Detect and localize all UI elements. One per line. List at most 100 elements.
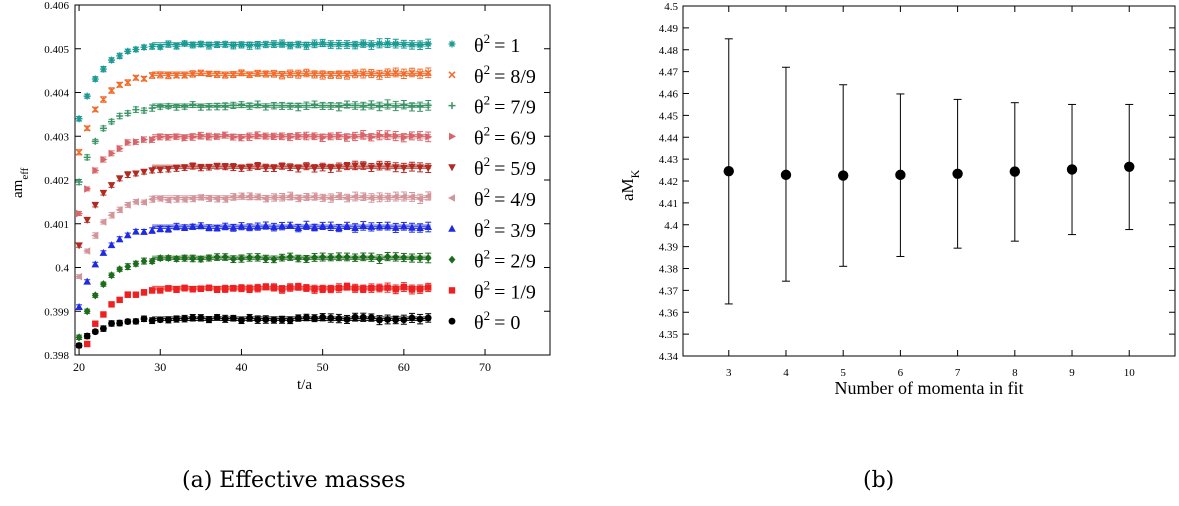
data-point (245, 164, 254, 172)
series-5: θ2 = 4/9 (75, 185, 536, 281)
series-6: θ2 = 3/9 (75, 216, 536, 310)
data-point (294, 103, 302, 111)
data-point (214, 132, 222, 141)
data-point (173, 254, 180, 263)
data-point (335, 284, 343, 292)
data-point (229, 101, 237, 109)
data-point (238, 316, 245, 324)
data-point (384, 284, 391, 291)
data-point (448, 287, 456, 294)
data-point (262, 221, 270, 229)
data-point (400, 222, 408, 230)
data-point (302, 69, 310, 77)
data-point (270, 284, 278, 291)
data-point (91, 231, 99, 240)
data-point (367, 253, 375, 262)
data-point (213, 195, 221, 203)
data-point (343, 41, 351, 49)
data-point (367, 222, 376, 230)
data-point (99, 65, 107, 73)
y-tick-label: 0.402 (44, 175, 69, 187)
data-point (181, 134, 189, 142)
data-point (270, 255, 278, 264)
data-point (424, 40, 432, 48)
data-point (254, 41, 262, 49)
y-tick-label: 4.37 (659, 285, 679, 297)
data-point (408, 223, 416, 231)
data-point (262, 254, 270, 263)
data-point (156, 71, 164, 79)
series-1: θ2 = 8/9 (75, 62, 536, 156)
x-tick-label: 4 (783, 367, 789, 379)
data-point (99, 95, 107, 104)
data-point (148, 317, 156, 325)
data-point (408, 163, 416, 171)
data-point (416, 70, 424, 78)
data-point (156, 103, 164, 111)
data-point (408, 254, 416, 263)
data-point (116, 319, 124, 327)
data-point (221, 102, 229, 110)
data-point (335, 132, 343, 140)
data-point (303, 132, 311, 140)
data-point (392, 68, 400, 76)
data-point (294, 70, 302, 78)
data-point (75, 115, 83, 123)
data-point (149, 136, 157, 144)
data-point (302, 102, 310, 110)
data-point (156, 166, 165, 174)
data-point (416, 195, 424, 203)
data-point (197, 131, 205, 140)
series-9: θ2 = 0 (75, 308, 520, 349)
data-point (262, 70, 270, 78)
data-point (173, 315, 180, 323)
data-point (221, 253, 229, 262)
data-point (132, 227, 140, 235)
data-point (448, 194, 455, 202)
data-point (344, 133, 352, 142)
data-point (424, 253, 432, 262)
y-tick-label: 4.41 (659, 198, 678, 210)
data-point (83, 307, 91, 316)
data-point (392, 252, 400, 261)
legend-entry: θ2 = 5/9 (474, 154, 536, 180)
data-point (205, 164, 213, 172)
x-tick-label: 9 (1069, 367, 1075, 379)
data-point (359, 252, 367, 261)
y-axis-label: ameff (10, 167, 31, 198)
data-point (213, 286, 221, 293)
data-point (367, 41, 375, 49)
data-point (287, 133, 295, 141)
data-point (294, 194, 302, 203)
data-point (310, 165, 319, 173)
data-point (303, 314, 310, 321)
data-point (327, 41, 335, 49)
data-point (132, 74, 140, 82)
data-point (148, 167, 156, 175)
data-point (254, 284, 261, 292)
data-point (425, 133, 433, 141)
data-point (416, 223, 424, 231)
data-point (375, 193, 383, 202)
data-point (221, 40, 229, 48)
data-point (335, 252, 343, 261)
y-tick-label: 4.34 (659, 351, 679, 363)
data-point (367, 101, 375, 109)
data-point (391, 223, 400, 231)
data-point (408, 314, 416, 322)
data-point (391, 192, 399, 201)
data-point (132, 259, 140, 268)
data-point (278, 253, 286, 262)
data-point (92, 166, 100, 175)
caption-b: (b) (863, 468, 895, 493)
data-point (245, 192, 253, 201)
data-point (448, 40, 456, 48)
data-point (952, 168, 963, 179)
data-point (116, 265, 124, 274)
data-point (286, 284, 294, 291)
data-point (141, 135, 149, 144)
data-point (237, 69, 245, 77)
data-point (278, 286, 286, 293)
data-point (384, 100, 392, 108)
data-point (448, 255, 456, 264)
